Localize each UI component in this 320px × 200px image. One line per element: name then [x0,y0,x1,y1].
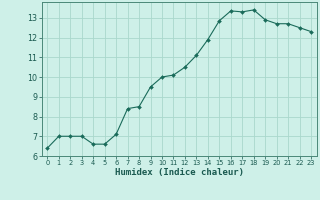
X-axis label: Humidex (Indice chaleur): Humidex (Indice chaleur) [115,168,244,177]
